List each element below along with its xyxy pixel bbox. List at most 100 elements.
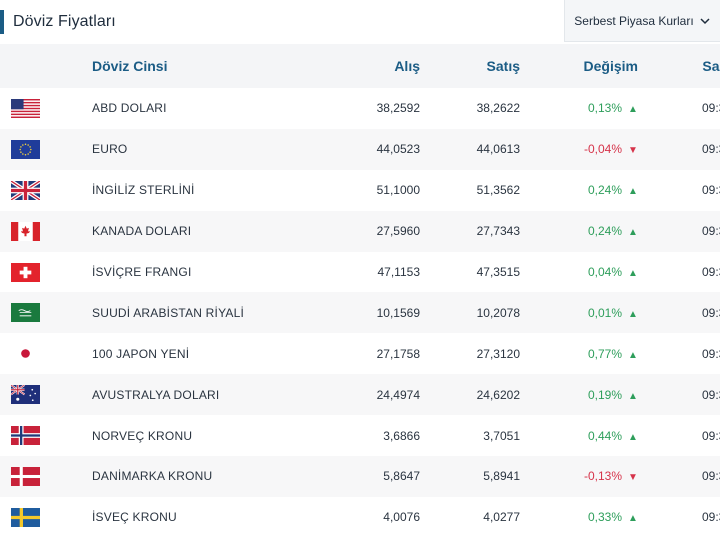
arrow-up-icon: ▲	[628, 390, 638, 402]
sell-price: 44,0613	[476, 142, 520, 157]
buy-price: 3,6866	[383, 428, 420, 443]
update-time: 09:36	[701, 469, 720, 484]
currency-name[interactable]: İNGİLİZ STERLİNİ	[92, 183, 195, 198]
change-value: -0,13%	[583, 469, 622, 484]
change-cell: 0,01% ▲	[520, 292, 638, 333]
change-value: 0,77%	[587, 346, 622, 361]
change-value: 0,24%	[587, 224, 622, 239]
table-header-row: Döviz Cinsi Alış Satış Değişim Saat	[0, 44, 720, 88]
chevron-down-icon	[700, 17, 710, 24]
table-row[interactable]: DANİMARKA KRONU 5,8647 5,8941 -0,13% ▼ 09:36	[0, 456, 720, 497]
market-type-dropdown[interactable]: Serbest Piyasa Kurları	[564, 0, 720, 42]
arrow-up-icon: ▲	[628, 431, 638, 443]
currency-table: Döviz Cinsi Alış Satış Değişim Saat ABD …	[0, 44, 720, 538]
arrow-up-icon: ▲	[628, 268, 638, 279]
change-value: 0,04%	[587, 265, 622, 279]
title-block: Döviz Fiyatları	[0, 10, 116, 34]
buy-price: 24,4974	[376, 387, 420, 402]
update-time: 09:36	[701, 183, 720, 198]
arrow-down-icon: ▼	[628, 145, 638, 157]
arrow-up-icon: ▲	[628, 349, 638, 361]
flag-saudi-icon	[11, 303, 40, 323]
update-time: 09:36	[701, 101, 720, 116]
update-time: 09:36	[701, 224, 720, 239]
table-row[interactable]: İNGİLİZ STERLİNİ 51,1000 51,3562 0,24% ▲ 09:3…	[0, 169, 720, 211]
sell-price: 10,2078	[476, 305, 520, 320]
buy-price: 27,1758	[376, 346, 420, 361]
update-time: 09:36	[701, 510, 720, 525]
change-cell: -0,13% ▼	[520, 456, 638, 497]
table-row[interactable]: AVUSTRALYA DOLARI 24,4974 24,6202 0,19% ▲ 09:…	[0, 374, 720, 416]
update-time: 09:36	[701, 428, 720, 443]
sell-price: 24,6202	[476, 387, 520, 402]
flag-denmark-icon	[11, 466, 40, 486]
flag-eu-icon	[11, 139, 40, 159]
change-cell: 0,24% ▲	[520, 211, 638, 252]
arrow-up-icon: ▲	[628, 227, 638, 239]
column-header-buy[interactable]: Alış	[394, 58, 420, 74]
buy-price: 44,0523	[376, 142, 420, 157]
table-row[interactable]: SUUDİ ARABİSTAN RİYALİ 10,1569 10,2078 0,01…	[0, 292, 720, 334]
change-cell: 0,44% ▲	[520, 415, 638, 456]
table-row[interactable]: EURO 44,0523 44,0613 -0,04% ▼ 09:36	[0, 128, 720, 170]
change-cell: 0,24% ▲	[520, 170, 638, 211]
currency-name[interactable]: İSVİÇRE FRANGI	[92, 265, 192, 279]
page-title: Döviz Fiyatları	[13, 13, 116, 30]
currency-name[interactable]: KANADA DOLARI	[92, 224, 192, 239]
currency-name[interactable]: ABD DOLARI	[92, 101, 167, 116]
update-time: 09:36	[701, 346, 720, 361]
column-header-change[interactable]: Değişim	[583, 58, 638, 74]
table-row[interactable]: İSVEÇ KRONU 4,0076 4,0277 0,33% ▲ 09:36	[0, 496, 720, 538]
currency-name[interactable]: DANİMARKA KRONU	[92, 469, 213, 484]
currency-name[interactable]: NORVEÇ KRONU	[92, 428, 193, 443]
table-body: ABD DOLARI 38,2592 38,2622 0,13% ▲ 09:36 EURO 4…	[0, 88, 720, 538]
change-value: -0,04%	[583, 142, 622, 157]
currency-name[interactable]: 100 JAPON YENİ	[92, 346, 190, 361]
sell-price: 4,0277	[483, 510, 520, 525]
table-row[interactable]: İSVİÇRE FRANGI 47,1153 47,3515 0,04% ▲ 09:36	[0, 251, 720, 293]
update-time: 09:36	[701, 305, 720, 320]
change-cell: 0,13% ▲	[520, 88, 638, 129]
change-value: 0,24%	[587, 183, 622, 198]
table-row[interactable]: KANADA DOLARI 27,5960 27,7343 0,24% ▲ 09:36	[0, 210, 720, 252]
arrow-up-icon: ▲	[628, 513, 638, 525]
table-row[interactable]: 100 JAPON YENİ 27,1758 27,3120 0,77% ▲ 09:36	[0, 333, 720, 375]
change-value: 0,33%	[587, 510, 622, 525]
currency-name[interactable]: EURO	[92, 142, 128, 157]
flag-switzerland-icon	[11, 262, 40, 282]
column-header-sell[interactable]: Satış	[486, 58, 520, 74]
title-accent-bar	[0, 10, 4, 34]
sell-price: 51,3562	[476, 183, 520, 198]
buy-price: 27,5960	[376, 224, 420, 239]
flag-canada-icon	[11, 221, 40, 241]
buy-price: 47,1153	[377, 265, 421, 279]
flag-usa-icon	[11, 98, 40, 118]
flag-uk-icon	[11, 180, 40, 200]
market-type-label: Serbest Piyasa Kurları	[574, 13, 694, 28]
arrow-down-icon: ▼	[628, 472, 638, 484]
buy-price: 4,0076	[383, 510, 420, 525]
change-cell: 0,04% ▲	[520, 252, 638, 293]
change-value: 0,13%	[587, 101, 622, 116]
sell-price: 27,3120	[476, 346, 520, 361]
change-cell: 0,19% ▲	[520, 374, 638, 415]
buy-price: 51,1000	[376, 183, 420, 198]
sell-price: 3,7051	[483, 428, 520, 443]
change-value: 0,01%	[587, 305, 622, 320]
buy-price: 5,8647	[383, 469, 420, 484]
update-time: 09:36	[701, 265, 720, 279]
change-value: 0,19%	[587, 387, 622, 402]
sell-price: 27,7343	[476, 224, 520, 239]
flag-japan-icon	[11, 344, 40, 364]
currency-name[interactable]: İSVEÇ KRONU	[92, 510, 177, 525]
arrow-up-icon: ▲	[628, 308, 638, 320]
table-row[interactable]: ABD DOLARI 38,2592 38,2622 0,13% ▲ 09:36	[0, 88, 720, 129]
table-row[interactable]: NORVEÇ KRONU 3,6866 3,7051 0,44% ▲ 09:36	[0, 415, 720, 457]
change-value: 0,44%	[587, 428, 622, 443]
currency-name[interactable]: AVUSTRALYA DOLARI	[92, 387, 220, 402]
currency-name[interactable]: SUUDİ ARABİSTAN RİYALİ	[92, 305, 244, 320]
flag-sweden-icon	[11, 507, 40, 527]
buy-price: 38,2592	[376, 101, 420, 116]
column-header-name[interactable]: Döviz Cinsi	[92, 58, 168, 74]
column-header-time[interactable]: Saat	[702, 58, 720, 74]
